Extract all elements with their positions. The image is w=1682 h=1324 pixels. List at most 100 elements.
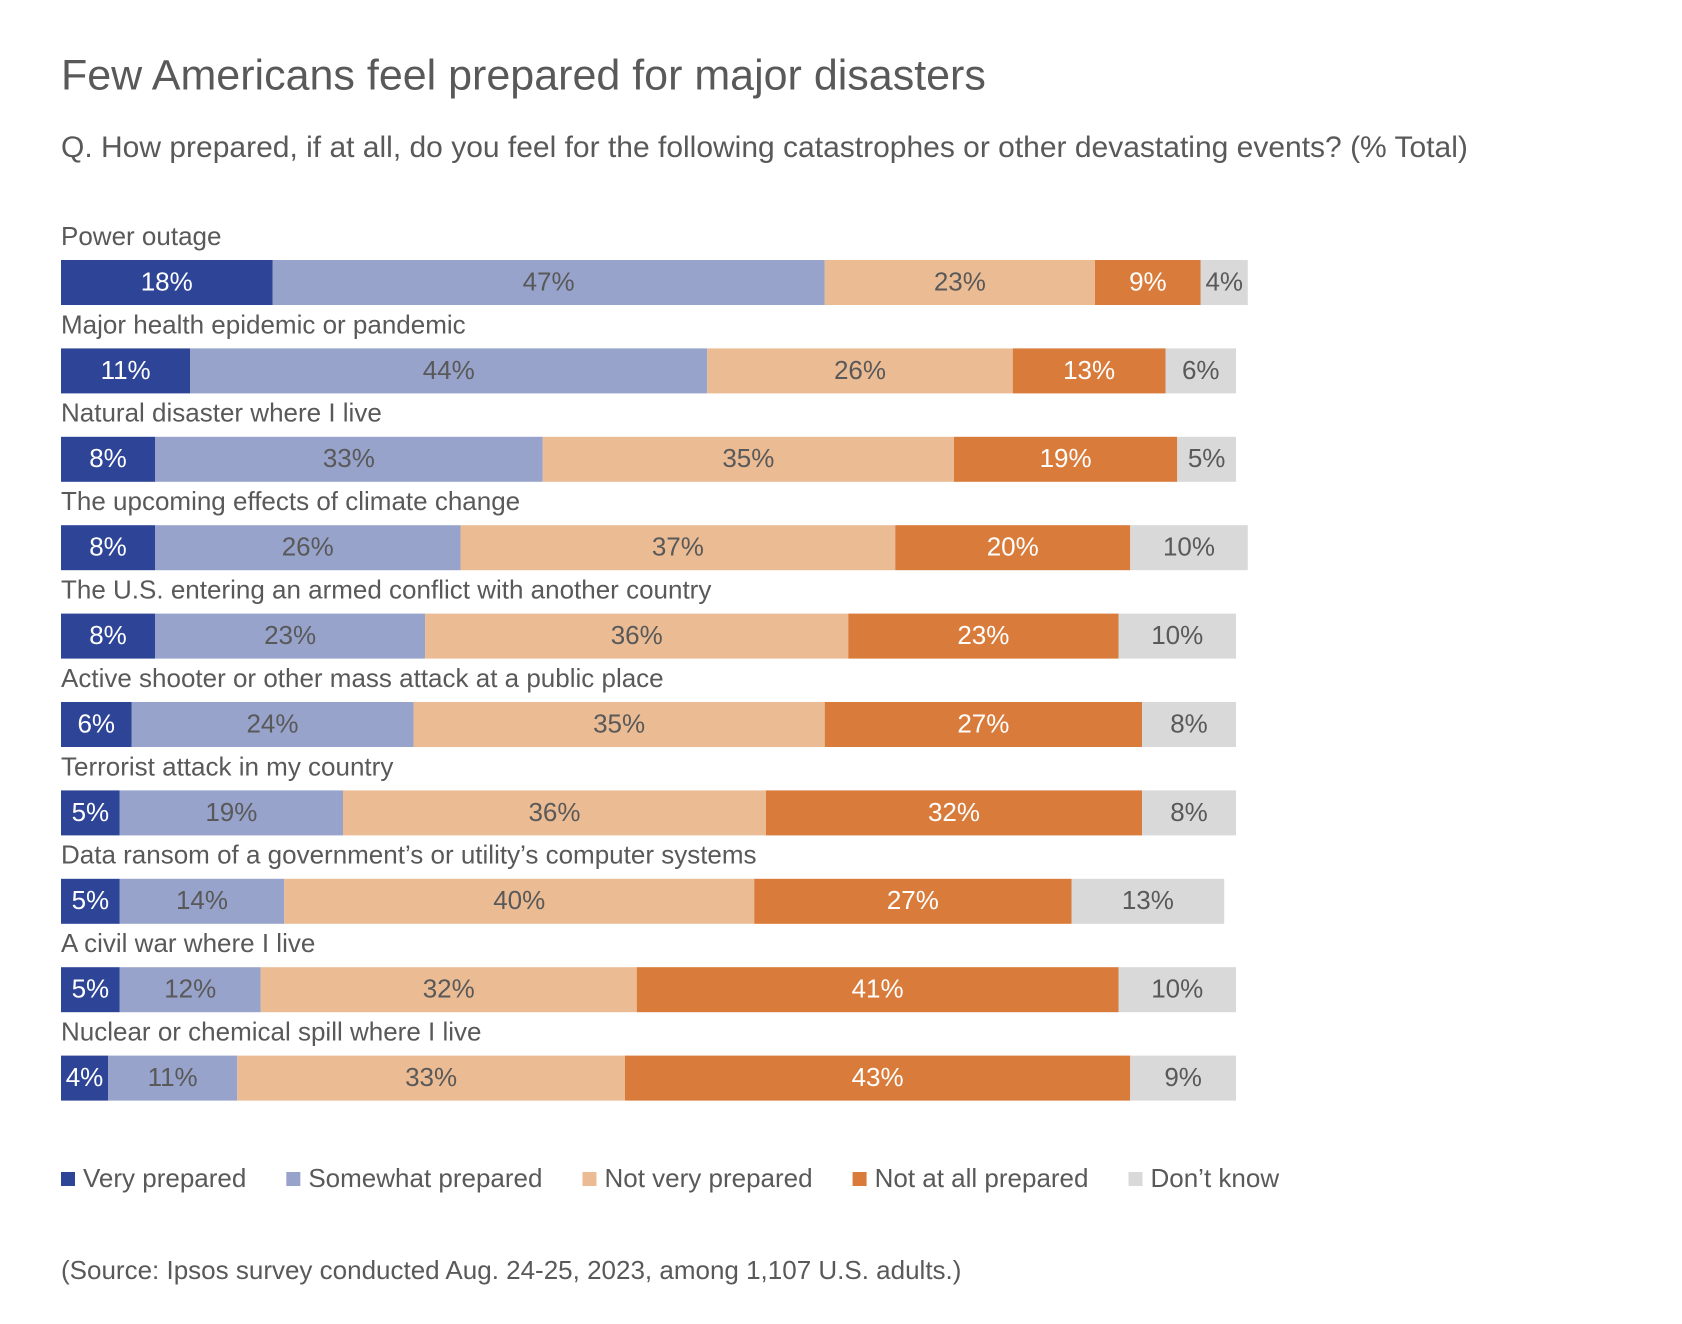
value-label: 41% [852, 974, 904, 1004]
value-label: 10% [1151, 620, 1203, 650]
value-label: 43% [852, 1062, 904, 1092]
legend-label: Somewhat prepared [308, 1163, 542, 1193]
category-label: Major health epidemic or pandemic [61, 309, 466, 339]
bar-segment [848, 613, 1119, 659]
bar-segment [707, 348, 1013, 394]
value-label: 11% [148, 1062, 198, 1092]
category-label: The upcoming effects of climate change [61, 486, 520, 516]
bar-segment [1177, 436, 1236, 482]
value-label: 19% [205, 797, 257, 827]
value-label: 40% [493, 885, 545, 915]
bar-segment [766, 790, 1142, 836]
bar-segment [1118, 967, 1236, 1013]
value-label: 6% [1182, 355, 1220, 385]
bar-segment [119, 878, 285, 924]
value-label: 10% [1151, 974, 1203, 1004]
category-label: Data ransom of a government’s or utility… [61, 840, 757, 870]
value-label: 9% [1129, 266, 1167, 296]
category-label: Power outage [61, 221, 221, 251]
bar-segment [413, 702, 825, 747]
value-label: 26% [282, 532, 334, 562]
value-label: 13% [1063, 355, 1115, 385]
value-label: 8% [89, 443, 127, 473]
bar-segment [343, 790, 766, 836]
bar-segment [542, 436, 954, 482]
bar-segment [824, 260, 1095, 305]
bar-segment [1165, 348, 1236, 394]
bar-segment [119, 790, 343, 836]
value-label: 8% [1170, 708, 1208, 738]
bar-segment [754, 878, 1072, 924]
value-label: 44% [423, 355, 475, 385]
value-label: 9% [1164, 1062, 1202, 1092]
chart-title: Few Americans feel prepared for major di… [61, 51, 986, 99]
category-label: Terrorist attack in my country [61, 751, 393, 781]
value-label: 20% [987, 532, 1039, 562]
bar-segment [61, 790, 120, 836]
bar-segment [260, 967, 637, 1013]
bar-segment [954, 436, 1178, 482]
value-label: 5% [72, 974, 110, 1004]
bar-segment [61, 702, 132, 747]
value-label: 23% [934, 266, 986, 296]
value-label: 4% [66, 1062, 104, 1092]
category-label: Nuclear or chemical spill where I live [61, 1016, 481, 1046]
bar-segment [636, 967, 1119, 1013]
bar-segment [61, 436, 155, 482]
category-label: A civil war where I live [61, 928, 315, 958]
bar-segment [1118, 613, 1236, 659]
bar-segment [1142, 702, 1236, 747]
value-label: 27% [957, 708, 1009, 738]
bar-segment [625, 1055, 1131, 1101]
bar-segment [237, 1055, 625, 1101]
bar-segment [108, 1055, 238, 1101]
legend-label: Not at all prepared [875, 1163, 1089, 1193]
value-label: 8% [89, 620, 127, 650]
bar-segment [155, 613, 426, 659]
bar-segment [460, 525, 896, 571]
bar-segment [155, 525, 461, 571]
legend-label: Don’t know [1150, 1163, 1279, 1193]
legend-label: Very prepared [83, 1163, 246, 1193]
bar-segment [190, 348, 708, 394]
value-label: 33% [323, 443, 375, 473]
bar-segment [61, 613, 155, 659]
value-label: 19% [1040, 443, 1092, 473]
bar-segment [119, 967, 261, 1013]
chart-subtitle: Q. How prepared, if at all, do you feel … [61, 131, 1468, 164]
bar-segment [155, 436, 543, 482]
value-label: 24% [246, 708, 298, 738]
bar-segment [61, 878, 120, 924]
value-label: 14% [176, 885, 228, 915]
bar-segment [1200, 260, 1248, 305]
bar-segment [824, 702, 1142, 747]
bar-segment [272, 260, 825, 305]
bar-segment [1142, 790, 1236, 836]
bar-segment [61, 348, 191, 394]
value-label: 4% [1205, 266, 1243, 296]
value-label: 35% [722, 443, 774, 473]
value-label: 36% [528, 797, 580, 827]
legend-swatch [286, 1172, 301, 1186]
value-label: 12% [164, 974, 216, 1004]
source-note: (Source: Ipsos survey conducted Aug. 24-… [61, 1255, 961, 1285]
value-label: 32% [928, 797, 980, 827]
bar-segment [284, 878, 755, 924]
bar-segment [1095, 260, 1201, 305]
value-label: 37% [652, 532, 704, 562]
legend-label: Not very prepared [604, 1163, 812, 1193]
legend-swatch [1128, 1172, 1143, 1186]
value-label: 26% [834, 355, 886, 385]
value-label: 10% [1163, 532, 1215, 562]
value-label: 5% [72, 797, 110, 827]
bar-segment [61, 260, 273, 305]
value-label: 5% [1188, 443, 1226, 473]
value-label: 11% [101, 355, 151, 385]
bar-segment [1130, 1055, 1236, 1101]
bar-segment [1130, 525, 1248, 571]
bar-segment [425, 613, 849, 659]
value-label: 6% [77, 708, 115, 738]
bar-segment [61, 967, 120, 1013]
value-label: 5% [72, 885, 110, 915]
bar-segment [131, 702, 414, 747]
